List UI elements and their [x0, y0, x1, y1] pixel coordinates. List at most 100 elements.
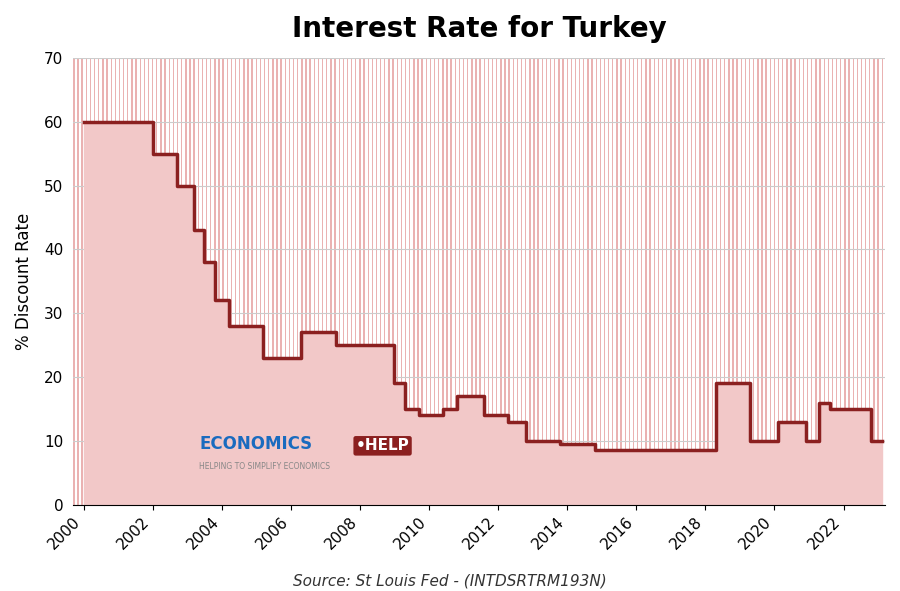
Bar: [753, 58, 754, 505]
Bar: [446, 58, 447, 505]
Bar: [135, 58, 137, 505]
Bar: [281, 58, 282, 505]
Bar: [658, 58, 659, 505]
Bar: [230, 58, 232, 505]
Bar: [475, 58, 477, 505]
Bar: [645, 58, 646, 505]
Bar: [554, 58, 555, 505]
Bar: [550, 58, 552, 505]
Bar: [77, 58, 78, 505]
Bar: [691, 58, 692, 505]
Bar: [881, 58, 883, 505]
Bar: [749, 58, 751, 505]
Bar: [695, 58, 697, 505]
Bar: [662, 58, 663, 505]
Bar: [521, 58, 522, 505]
Bar: [716, 58, 717, 505]
Bar: [840, 58, 842, 505]
Bar: [836, 58, 837, 505]
Bar: [119, 58, 121, 505]
Bar: [343, 58, 344, 505]
Bar: [790, 58, 792, 505]
Bar: [504, 58, 506, 505]
Bar: [156, 58, 158, 505]
Bar: [173, 58, 174, 505]
Bar: [372, 58, 374, 505]
Bar: [824, 58, 825, 505]
Bar: [388, 58, 390, 505]
Bar: [176, 58, 178, 505]
Bar: [828, 58, 829, 505]
Bar: [583, 58, 584, 505]
Bar: [873, 58, 875, 505]
Bar: [633, 58, 634, 505]
Bar: [807, 58, 808, 505]
Text: •HELP: •HELP: [356, 439, 410, 453]
Bar: [429, 58, 431, 505]
Bar: [359, 58, 361, 505]
Bar: [612, 58, 614, 505]
Bar: [326, 58, 328, 505]
Bar: [198, 58, 199, 505]
Bar: [545, 58, 547, 505]
Bar: [852, 58, 854, 505]
Bar: [483, 58, 485, 505]
Bar: [616, 58, 617, 505]
Bar: [313, 58, 315, 505]
Bar: [480, 58, 481, 505]
Bar: [865, 58, 867, 505]
Bar: [798, 58, 800, 505]
Bar: [720, 58, 721, 505]
Bar: [219, 58, 220, 505]
Bar: [351, 58, 352, 505]
Bar: [787, 58, 788, 505]
Bar: [537, 58, 539, 505]
Title: Interest Rate for Turkey: Interest Rate for Turkey: [292, 15, 667, 43]
Bar: [227, 58, 228, 505]
Bar: [761, 58, 762, 505]
Bar: [94, 58, 95, 505]
Bar: [346, 58, 348, 505]
Bar: [82, 58, 83, 505]
Bar: [131, 58, 132, 505]
Bar: [152, 58, 153, 505]
Bar: [857, 58, 858, 505]
Bar: [264, 58, 266, 505]
Bar: [260, 58, 261, 505]
Bar: [292, 58, 294, 505]
Bar: [699, 58, 700, 505]
Bar: [148, 58, 149, 505]
Bar: [620, 58, 622, 505]
Bar: [397, 58, 398, 505]
Bar: [463, 58, 464, 505]
Bar: [454, 58, 456, 505]
Bar: [90, 58, 91, 505]
Bar: [384, 58, 385, 505]
Bar: [450, 58, 452, 505]
Bar: [235, 58, 237, 505]
Bar: [114, 58, 116, 505]
Bar: [284, 58, 286, 505]
Bar: [566, 58, 568, 505]
Y-axis label: % Discount Rate: % Discount Rate: [15, 213, 33, 350]
Bar: [542, 58, 543, 505]
Bar: [442, 58, 444, 505]
Bar: [637, 58, 638, 505]
Bar: [653, 58, 655, 505]
Bar: [766, 58, 767, 505]
Bar: [243, 58, 245, 505]
Bar: [106, 58, 108, 505]
Bar: [591, 58, 593, 505]
Bar: [210, 58, 212, 505]
Bar: [305, 58, 307, 505]
Bar: [392, 58, 394, 505]
Bar: [272, 58, 274, 505]
Bar: [803, 58, 805, 505]
Bar: [206, 58, 207, 505]
Bar: [168, 58, 170, 505]
Bar: [571, 58, 572, 505]
Bar: [757, 58, 759, 505]
Bar: [608, 58, 609, 505]
Bar: [289, 58, 290, 505]
Bar: [318, 58, 320, 505]
